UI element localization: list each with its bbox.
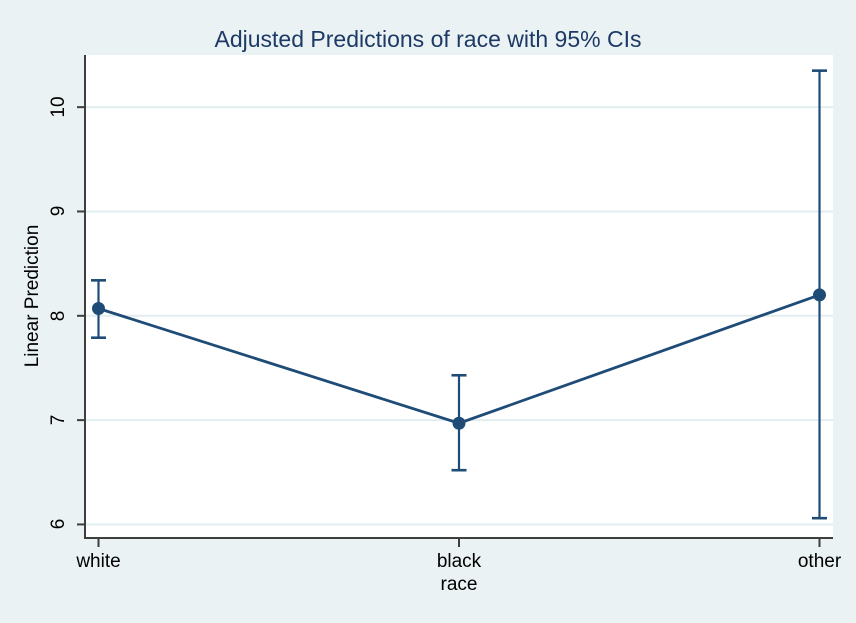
data-point-marker (813, 288, 826, 302)
y-tick-label: 9 (48, 206, 69, 217)
y-axis-title: Linear Prediction (22, 224, 43, 368)
y-tick-label: 6 (48, 519, 69, 530)
y-tick-label: 10 (48, 96, 69, 118)
x-tick-label: other (797, 551, 842, 572)
chart-title: Adjusted Predictions of race with 95% CI… (214, 26, 642, 52)
x-tick-label: black (436, 551, 482, 572)
y-tick-label: 8 (48, 310, 69, 322)
data-point-marker (92, 301, 105, 315)
x-tick-label: white (76, 551, 121, 572)
x-axis-title: race (440, 574, 478, 595)
y-tick-label: 7 (48, 414, 69, 426)
data-point-marker (452, 416, 466, 430)
